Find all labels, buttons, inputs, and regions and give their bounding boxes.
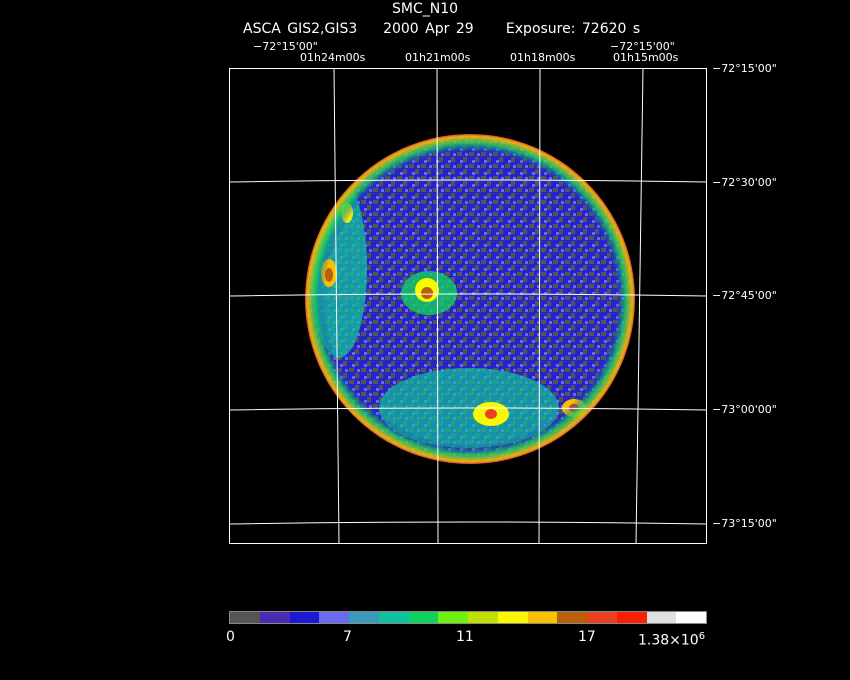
image-frame: [229, 68, 707, 544]
colorbar-swatch: [527, 612, 558, 623]
colorbar-swatch: [468, 612, 498, 623]
colorbar-swatch: [349, 612, 379, 623]
colorbar-swatch: [646, 612, 677, 623]
top-right-dec-label: −72°15'00": [610, 40, 675, 53]
exposure-label: Exposure: 72620 s: [505, 21, 641, 37]
dec-tick-label: −72°45'00": [712, 289, 777, 302]
colorbar-swatch: [497, 612, 528, 623]
colorbar-label: 0: [226, 629, 235, 645]
colorbar-max-exponent: 6: [698, 631, 706, 642]
colorbar-swatch: [676, 612, 706, 623]
observation-info: ASCA GIS2,GIS3 2000 Apr 29 Exposure: 726…: [243, 22, 640, 36]
detector-field: [305, 134, 635, 464]
colorbar-swatch: [378, 612, 409, 623]
ra-tick-label: 01h15m00s: [613, 51, 679, 64]
colorbar-swatch: [438, 612, 468, 623]
colorbar-swatch: [230, 612, 260, 623]
colorbar-swatch: [259, 612, 290, 623]
ra-tick-label: 01h21m00s: [405, 51, 471, 64]
colorbar-max-base: 1.38×10: [638, 632, 699, 649]
date-label: 2000 Apr 29: [383, 21, 474, 37]
xray-sky-image: [229, 68, 707, 544]
colorbar-swatch: [319, 612, 349, 623]
instrument-label: ASCA GIS2,GIS3: [243, 21, 358, 37]
colorbar-label: 7: [343, 629, 352, 645]
dec-tick-label: −73°15'00": [712, 517, 777, 530]
colorbar-label: 17: [578, 629, 596, 645]
colorbar-swatch: [289, 612, 320, 623]
colorbar-swatch: [408, 612, 439, 623]
coordinate-grid: [229, 68, 707, 544]
ra-tick-label: 01h24m00s: [300, 51, 366, 64]
colorbar-label: 11: [456, 629, 474, 645]
colorbar-swatch: [616, 612, 647, 623]
colorbar: [229, 611, 707, 624]
colorbar-swatch: [587, 612, 617, 623]
image-title: SMC_N10: [391, 1, 459, 17]
dec-tick-label: −73°00'00": [712, 403, 777, 416]
colorbar-max-label: 1.38×106: [638, 630, 705, 648]
dec-tick-label: −72°30'00": [712, 176, 777, 189]
ra-tick-label: 01h18m00s: [510, 51, 576, 64]
colorbar-swatch: [557, 612, 587, 623]
dec-tick-label: −72°15'00": [712, 62, 777, 75]
top-left-dec-label: −72°15'00": [253, 40, 318, 53]
